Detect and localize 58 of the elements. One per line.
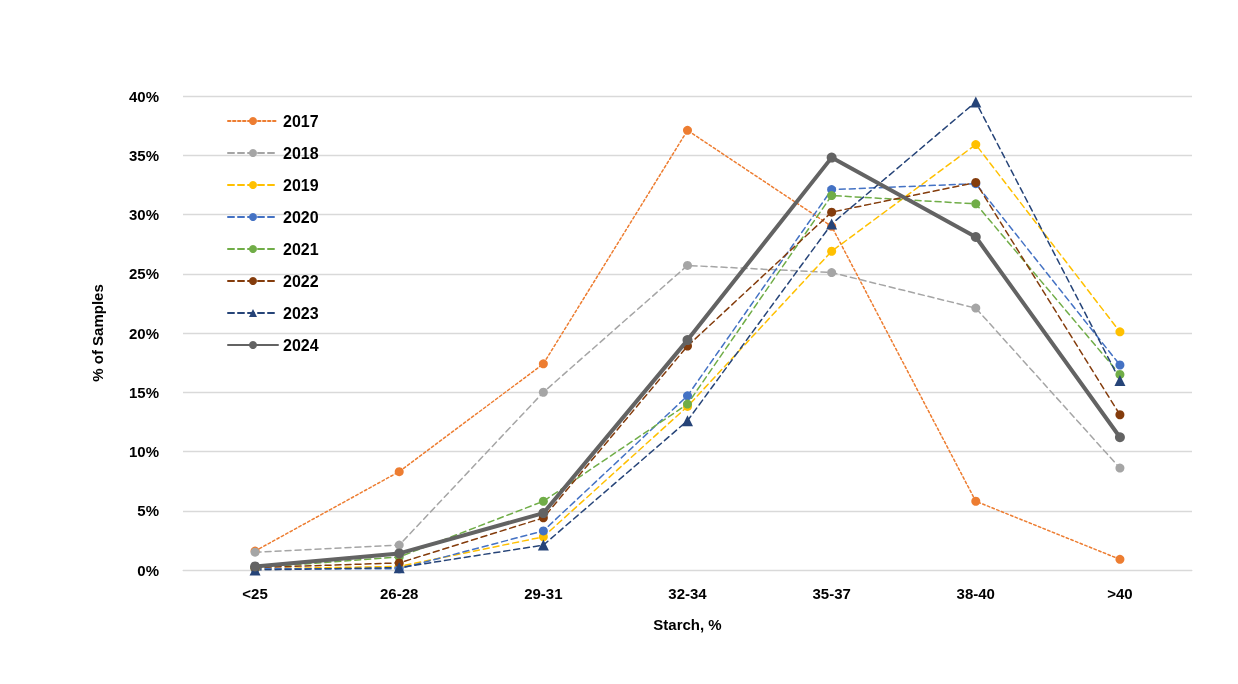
point [682, 415, 693, 427]
point [971, 199, 981, 209]
point [1114, 432, 1125, 443]
point [394, 548, 405, 559]
y-tick-label: 40% [128, 87, 159, 105]
point [1115, 463, 1125, 473]
legend-label: 2023 [283, 304, 319, 322]
point [1115, 360, 1125, 370]
point [538, 496, 548, 506]
x-tick-label: 26-28 [380, 585, 419, 602]
legend-label: 2017 [283, 112, 319, 130]
point [682, 335, 693, 346]
y-tick-label: 20% [128, 324, 159, 342]
point [971, 303, 981, 313]
legend-label: 2022 [283, 272, 319, 290]
y-tick-label: 15% [128, 383, 159, 401]
point [394, 467, 404, 477]
point [683, 391, 692, 401]
point [1115, 327, 1125, 337]
legend-label: 2020 [283, 208, 319, 226]
x-tick-label: 32-34 [668, 585, 708, 602]
legend-label: 2019 [283, 176, 319, 194]
point [538, 526, 548, 536]
y-tick-label: 25% [128, 265, 159, 283]
x-axis-title: Starch, % [653, 616, 722, 633]
point [1115, 410, 1125, 420]
point [827, 246, 837, 256]
x-tick-label: 38-40 [956, 585, 995, 602]
point [971, 140, 981, 150]
point [538, 387, 548, 397]
y-tick-label: 35% [128, 146, 159, 164]
y-tick-label: 0% [137, 561, 159, 579]
point [538, 359, 548, 369]
point [1114, 374, 1126, 386]
point [826, 152, 837, 163]
point [970, 96, 982, 108]
y-tick-label: 10% [128, 443, 159, 460]
legend-label: 2021 [283, 240, 319, 258]
point [970, 232, 981, 243]
point [683, 260, 692, 270]
point [394, 540, 404, 550]
point [971, 496, 981, 506]
y-axis-title: % of Samples [89, 284, 106, 382]
x-tick-label: 29-31 [524, 585, 563, 602]
y-tick-label: 5% [137, 502, 159, 520]
y-tick-label: 30% [128, 206, 159, 223]
point [827, 191, 837, 201]
point [683, 125, 692, 135]
point [827, 268, 837, 278]
legend-label: 2024 [283, 336, 319, 354]
point [1115, 554, 1125, 564]
x-tick-label: >40 [1107, 585, 1133, 602]
point [827, 207, 837, 217]
x-tick-label: 35-37 [812, 585, 851, 602]
legend-label: 2018 [283, 144, 319, 162]
point [538, 508, 549, 519]
x-tick-label: <25 [242, 585, 268, 602]
point [537, 539, 549, 551]
